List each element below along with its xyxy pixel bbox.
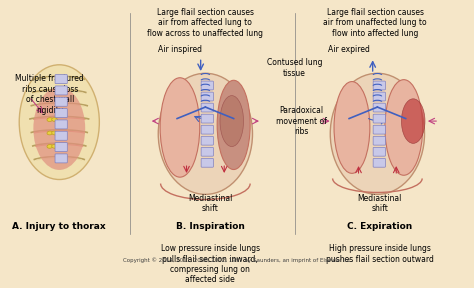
FancyBboxPatch shape	[55, 97, 67, 106]
Ellipse shape	[33, 87, 85, 170]
FancyBboxPatch shape	[55, 131, 67, 140]
Text: C. Expiration: C. Expiration	[347, 222, 412, 231]
FancyBboxPatch shape	[55, 143, 67, 151]
FancyBboxPatch shape	[373, 125, 385, 134]
Text: High pressure inside lungs
pushes flail section outward: High pressure inside lungs pushes flail …	[326, 244, 434, 264]
Ellipse shape	[47, 131, 53, 135]
Ellipse shape	[52, 145, 57, 148]
FancyBboxPatch shape	[201, 136, 213, 145]
Ellipse shape	[158, 73, 253, 194]
Ellipse shape	[334, 82, 370, 173]
FancyBboxPatch shape	[201, 158, 213, 167]
FancyBboxPatch shape	[201, 147, 213, 156]
Text: Mediastinal
shift: Mediastinal shift	[357, 194, 402, 213]
Ellipse shape	[401, 99, 425, 143]
FancyBboxPatch shape	[55, 154, 67, 163]
Text: Contused lung
tissue: Contused lung tissue	[267, 58, 322, 78]
FancyBboxPatch shape	[373, 114, 385, 123]
Text: Large flail section causes
air from unaffected lung to
flow into affected lung: Large flail section causes air from unaf…	[323, 8, 427, 38]
Text: Paradoxical
movement of
ribs: Paradoxical movement of ribs	[276, 106, 327, 136]
Text: Air inspired: Air inspired	[158, 45, 202, 54]
Text: Low pressure inside lungs
pulls flail section inward,
compressing lung on
affect: Low pressure inside lungs pulls flail se…	[161, 244, 260, 285]
Text: B. Inspiration: B. Inspiration	[176, 222, 245, 231]
Ellipse shape	[220, 96, 244, 147]
FancyBboxPatch shape	[373, 158, 385, 167]
Ellipse shape	[47, 145, 53, 148]
FancyBboxPatch shape	[55, 109, 67, 118]
FancyBboxPatch shape	[201, 125, 213, 134]
FancyBboxPatch shape	[201, 114, 213, 123]
FancyBboxPatch shape	[373, 147, 385, 156]
Text: Copyright © 2014, 2011, 2006, 2002, 1997 by Saunders, an imprint of Elsevier Inc: Copyright © 2014, 2011, 2006, 2002, 1997…	[123, 257, 354, 263]
Ellipse shape	[385, 80, 423, 175]
FancyBboxPatch shape	[373, 81, 385, 90]
FancyBboxPatch shape	[201, 103, 213, 112]
FancyBboxPatch shape	[201, 81, 213, 90]
Text: Mediastinal
shift: Mediastinal shift	[188, 194, 232, 213]
Ellipse shape	[19, 65, 100, 179]
Ellipse shape	[52, 118, 57, 122]
FancyBboxPatch shape	[373, 103, 385, 112]
Ellipse shape	[47, 118, 53, 122]
Text: A. Injury to thorax: A. Injury to thorax	[12, 222, 106, 231]
FancyBboxPatch shape	[201, 92, 213, 101]
Ellipse shape	[330, 73, 425, 194]
FancyBboxPatch shape	[55, 75, 67, 84]
Text: Large flail section causes
air from affected lung to
flow across to unaffected l: Large flail section causes air from affe…	[147, 8, 264, 38]
FancyBboxPatch shape	[373, 92, 385, 101]
Ellipse shape	[52, 131, 57, 135]
Ellipse shape	[217, 80, 250, 170]
Ellipse shape	[160, 78, 200, 177]
FancyBboxPatch shape	[373, 136, 385, 145]
Text: Multiple fractured
ribs cause loss
of chest wall
rigidity: Multiple fractured ribs cause loss of ch…	[16, 74, 84, 115]
FancyBboxPatch shape	[55, 120, 67, 129]
FancyBboxPatch shape	[55, 86, 67, 95]
Text: Air expired: Air expired	[328, 45, 370, 54]
